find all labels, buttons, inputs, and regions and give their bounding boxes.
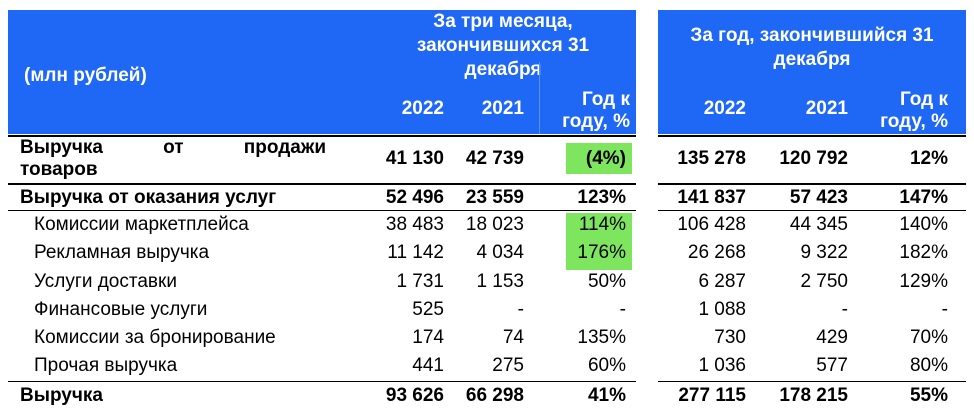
- cell-qyoy: 60%: [587, 355, 626, 376]
- row-label-line-2: товаров: [20, 159, 98, 180]
- cell-yyoy: 55%: [909, 385, 948, 406]
- cell-qyoy: 114%: [578, 214, 626, 235]
- cell-y2022: 1 036: [698, 355, 746, 376]
- row-label: Выручка: [20, 385, 103, 406]
- cell-y2022: 26 268: [687, 242, 746, 263]
- year-col-2022: 2022: [703, 98, 746, 119]
- rule-total-year: [658, 381, 966, 382]
- cell-qyoy: 176%: [577, 242, 626, 263]
- cell-y2022: 106 428: [677, 214, 746, 235]
- quarter-col-2022: 2022: [401, 98, 444, 119]
- cell-q2021: 275: [492, 355, 524, 376]
- cell-qyoy: 50%: [587, 271, 626, 292]
- year-title-line-2: декабря: [773, 49, 851, 70]
- rule-row-2-year: [658, 210, 966, 211]
- rule-row-1-year: [658, 183, 966, 185]
- cell-qyoy: (4%): [585, 148, 626, 169]
- cell-yyoy: -: [941, 299, 948, 320]
- quarter-title-line-1: За три месяца,: [433, 11, 573, 32]
- rule-header-quarter: [8, 135, 636, 137]
- rule-header-year: [658, 135, 966, 137]
- quarter-col-2021: 2021: [481, 98, 524, 119]
- cell-yyoy: 147%: [899, 187, 948, 208]
- cell-y2022: 730: [714, 327, 746, 348]
- cell-q2021: 42 739: [465, 148, 524, 169]
- cell-q2021: 1 153: [476, 271, 524, 292]
- cell-yyoy: 80%: [909, 355, 948, 376]
- cell-y2021: 44 345: [789, 214, 848, 235]
- rule-row-1-quarter: [8, 183, 636, 185]
- cell-q2021: 74: [502, 327, 524, 348]
- cell-q2022: 41 130: [385, 148, 444, 169]
- cell-q2022: 52 496: [385, 187, 444, 208]
- year-col-2021: 2021: [805, 98, 848, 119]
- cell-q2021: 66 298: [465, 385, 524, 406]
- cell-qyoy: 123%: [577, 187, 626, 208]
- cell-qyoy: 41%: [587, 385, 626, 406]
- quarter-title-line-3: декабря: [464, 59, 542, 80]
- cell-y2022: 277 115: [678, 385, 746, 406]
- quarter-col-yoy-line-1: Год к: [581, 89, 630, 110]
- cell-y2022: 6 287: [698, 271, 746, 292]
- cell-yyoy: 129%: [899, 271, 948, 292]
- row-label: Выручка от продажи товаров: [20, 137, 326, 181]
- cell-q2022: 11 142: [387, 242, 444, 263]
- cell-q2022: 441: [412, 355, 444, 376]
- cell-q2022: 1 731: [396, 271, 444, 292]
- header-divider: [539, 62, 540, 134]
- cell-y2021: 2 750: [800, 271, 848, 292]
- cell-q2022: 525: [412, 299, 444, 320]
- cell-y2022: 1 088: [698, 299, 746, 320]
- row-label: Финансовые услуги: [34, 299, 208, 320]
- units-label: (млн рублей): [24, 65, 147, 86]
- header-year-block: За год, закончившийся 31 декабря 2022 20…: [658, 10, 966, 134]
- cell-y2021: 57 423: [789, 187, 848, 208]
- cell-yyoy: 182%: [899, 242, 948, 263]
- row-label-word: от: [163, 137, 184, 158]
- year-title-line-1: За год, закончившийся 31: [690, 25, 934, 46]
- cell-yyoy: 140%: [899, 214, 948, 235]
- quarter-col-yoy-line-2: году, %: [562, 111, 630, 132]
- cell-q2022: 174: [412, 327, 444, 348]
- cell-q2021: 18 023: [465, 214, 524, 235]
- cell-yyoy: 12%: [909, 148, 948, 169]
- cell-q2022: 38 483: [385, 214, 444, 235]
- cell-y2022: 141 837: [677, 187, 746, 208]
- cell-y2021: 429: [816, 327, 848, 348]
- cell-q2021: 23 559: [465, 187, 524, 208]
- highlight-goods-qyoy: [566, 143, 632, 174]
- cell-y2021: 9 322: [800, 242, 848, 263]
- rule-row-2-quarter: [8, 210, 636, 211]
- cell-qyoy: 135%: [577, 327, 626, 348]
- highlight-marketplace-ads-qyoy: [566, 213, 632, 270]
- header-quarter-block: (млн рублей) За три месяца, закончившихс…: [8, 10, 636, 134]
- row-label-word: Выручка: [20, 137, 103, 158]
- cell-q2022: 93 626: [385, 385, 444, 406]
- row-label: Прочая выручка: [34, 355, 178, 376]
- cell-y2021: 120 792: [779, 148, 848, 169]
- row-label: Выручка от оказания услуг: [20, 187, 277, 208]
- cell-y2021: 577: [816, 355, 848, 376]
- row-label: Комиссии за бронирование: [34, 327, 276, 348]
- cell-y2022: 135 278: [677, 148, 746, 169]
- row-label-word: продажи: [243, 137, 326, 158]
- cell-q2021: -: [517, 299, 524, 320]
- row-label: Услуги доставки: [34, 271, 177, 292]
- cell-q2021: 4 034: [476, 242, 524, 263]
- year-col-yoy-line-1: Год к: [899, 89, 948, 110]
- cell-yyoy: 70%: [909, 327, 948, 348]
- quarter-title-line-2: закончившихся 31: [416, 35, 590, 56]
- cell-y2021: 178 215: [779, 385, 848, 406]
- rule-total-quarter: [8, 381, 636, 382]
- cell-qyoy: -: [619, 299, 626, 320]
- row-label: Рекламная выручка: [34, 242, 210, 263]
- cell-y2021: -: [841, 299, 848, 320]
- row-label: Комиссии маркетплейса: [34, 214, 249, 235]
- year-col-yoy-line-2: году, %: [880, 111, 948, 132]
